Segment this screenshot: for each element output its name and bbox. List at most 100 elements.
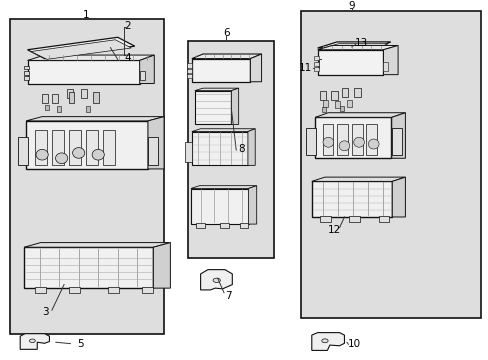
Text: 2: 2 — [124, 21, 131, 31]
Ellipse shape — [323, 137, 333, 147]
Bar — [239, 223, 248, 228]
Bar — [108, 287, 119, 293]
Polygon shape — [20, 334, 49, 349]
Text: 6: 6 — [223, 28, 229, 38]
Bar — [353, 88, 360, 97]
Bar — [190, 189, 249, 224]
Bar — [321, 107, 325, 112]
Text: 12: 12 — [327, 225, 341, 235]
Polygon shape — [140, 55, 154, 84]
Polygon shape — [391, 113, 405, 158]
Polygon shape — [311, 177, 405, 181]
Ellipse shape — [321, 339, 327, 343]
Bar — [391, 128, 401, 155]
Bar — [348, 216, 359, 222]
Bar — [52, 94, 58, 103]
Text: 1: 1 — [82, 10, 89, 20]
Bar — [140, 71, 144, 80]
Bar — [317, 50, 383, 75]
Ellipse shape — [73, 148, 84, 158]
Bar — [26, 121, 148, 169]
Text: 10: 10 — [347, 339, 360, 349]
Bar — [191, 59, 250, 82]
Text: 9: 9 — [348, 1, 354, 11]
Polygon shape — [250, 54, 261, 82]
Bar — [320, 91, 326, 100]
Bar — [195, 223, 204, 228]
Bar — [191, 131, 247, 165]
Polygon shape — [191, 54, 261, 59]
Polygon shape — [320, 44, 387, 49]
Bar — [103, 130, 115, 165]
Bar — [330, 91, 337, 100]
Bar — [42, 94, 48, 103]
Bar — [188, 41, 273, 258]
Bar — [351, 125, 362, 155]
Ellipse shape — [213, 278, 220, 283]
Bar — [86, 130, 98, 165]
Bar — [57, 106, 61, 112]
Bar — [339, 106, 343, 111]
Polygon shape — [27, 55, 154, 60]
Bar — [184, 142, 192, 162]
Bar — [187, 74, 192, 78]
Text: 11: 11 — [298, 63, 311, 72]
Polygon shape — [200, 270, 232, 290]
Bar — [86, 106, 90, 112]
Bar — [306, 128, 316, 155]
Text: 5: 5 — [77, 339, 83, 348]
Polygon shape — [24, 243, 170, 247]
Text: 8: 8 — [238, 144, 245, 154]
Bar — [24, 66, 29, 69]
Bar — [194, 91, 231, 125]
Bar — [148, 137, 158, 165]
Ellipse shape — [29, 339, 35, 343]
Bar — [322, 125, 332, 155]
Polygon shape — [191, 129, 255, 131]
Polygon shape — [190, 186, 256, 189]
Ellipse shape — [353, 137, 364, 147]
Polygon shape — [153, 243, 170, 288]
Bar — [346, 100, 351, 107]
Ellipse shape — [338, 141, 349, 151]
Bar — [187, 69, 192, 73]
Bar — [10, 19, 163, 334]
Polygon shape — [231, 88, 238, 125]
Polygon shape — [383, 45, 397, 75]
Bar — [69, 130, 81, 165]
Bar — [27, 60, 140, 84]
Bar — [44, 104, 49, 110]
Bar — [24, 247, 153, 288]
Bar — [341, 88, 347, 97]
Text: 4: 4 — [124, 53, 131, 63]
Polygon shape — [31, 40, 131, 59]
Bar — [300, 10, 480, 318]
Bar — [383, 62, 387, 71]
Bar — [322, 100, 327, 107]
Ellipse shape — [56, 153, 68, 163]
Bar — [314, 67, 318, 71]
Text: 3: 3 — [41, 307, 48, 317]
Bar — [320, 216, 330, 222]
Bar — [18, 137, 27, 165]
Bar — [24, 71, 29, 75]
Bar — [142, 287, 153, 293]
Polygon shape — [27, 37, 135, 59]
Bar — [220, 223, 228, 228]
Polygon shape — [247, 129, 255, 165]
Polygon shape — [315, 113, 405, 117]
Polygon shape — [317, 45, 397, 50]
Polygon shape — [311, 333, 344, 350]
Bar — [311, 181, 391, 217]
Bar — [187, 63, 192, 68]
Bar — [35, 287, 45, 293]
Ellipse shape — [36, 149, 48, 160]
Polygon shape — [148, 117, 163, 169]
Polygon shape — [26, 117, 163, 121]
Bar — [93, 93, 99, 103]
Bar — [69, 287, 80, 293]
Bar — [366, 125, 376, 155]
Bar — [334, 101, 339, 108]
Polygon shape — [317, 42, 390, 48]
Polygon shape — [194, 88, 238, 91]
